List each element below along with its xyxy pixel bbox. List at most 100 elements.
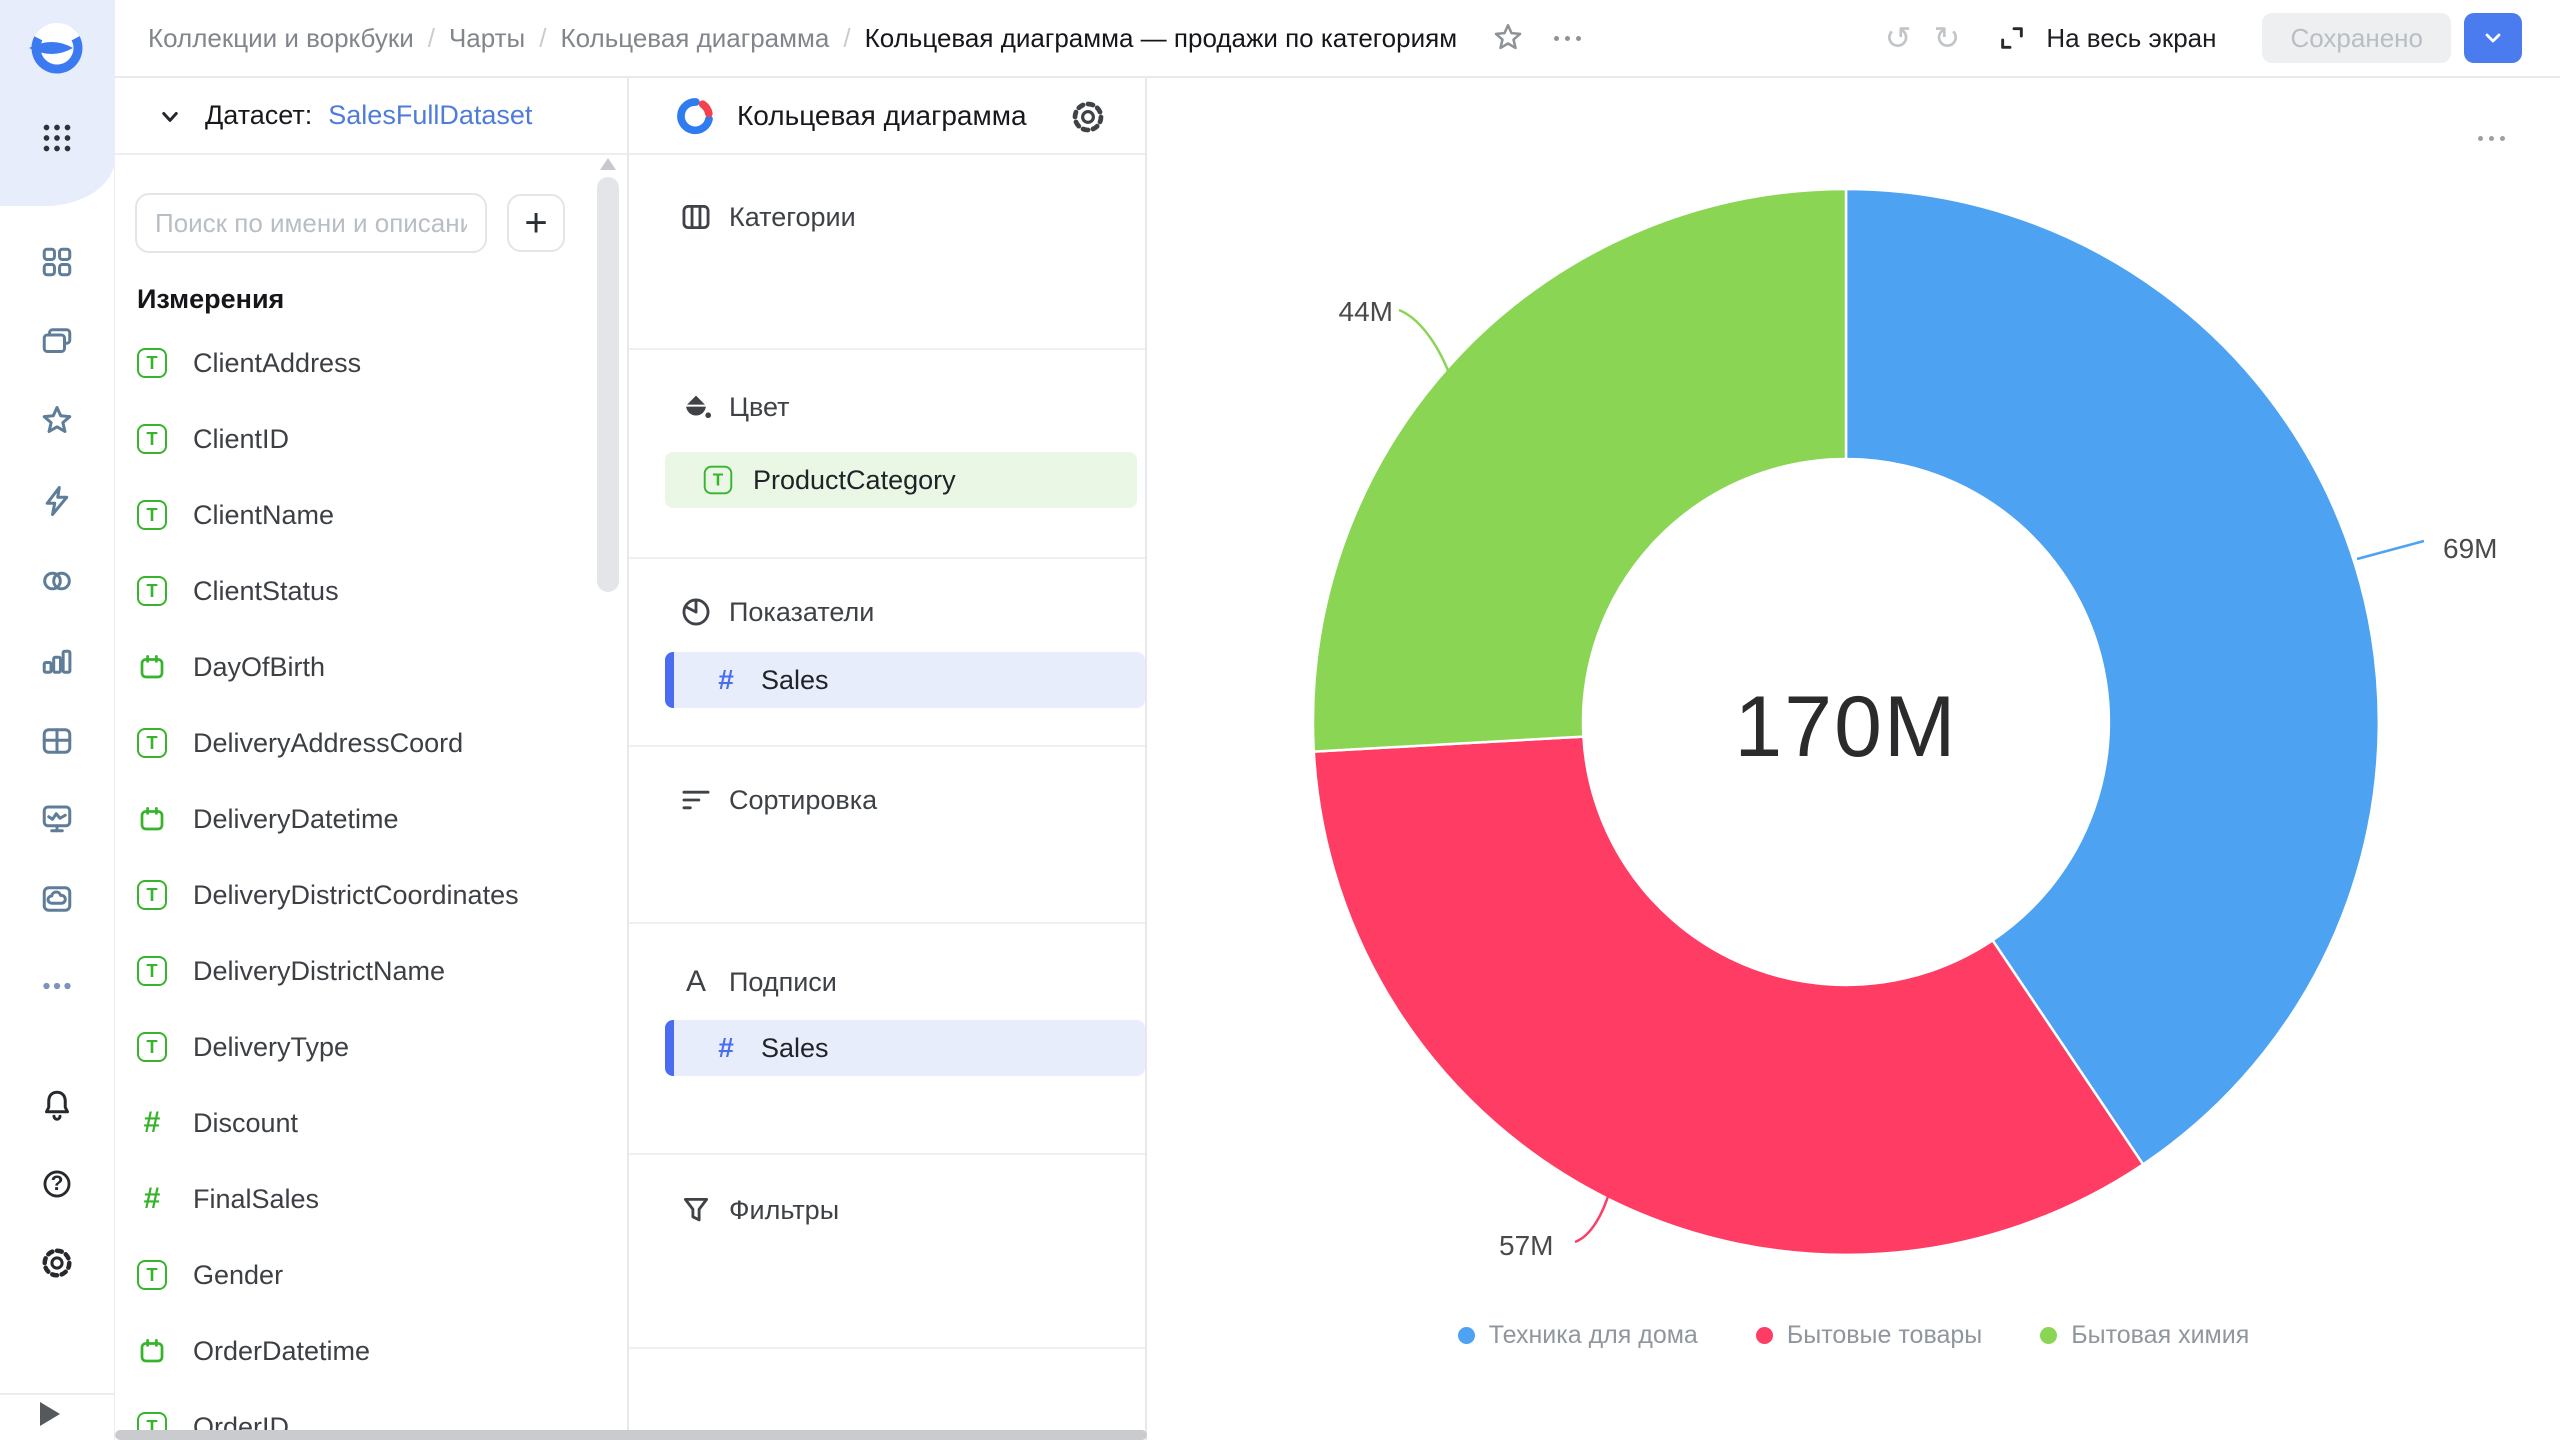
chart-settings-gear-icon[interactable] bbox=[1069, 98, 1107, 136]
legend-item-bytovaya-khimiya[interactable]: Бытовая химия bbox=[2040, 1321, 2249, 1350]
legend-dot bbox=[2040, 1327, 2057, 1344]
pie-chart-icon bbox=[679, 595, 713, 629]
search-input[interactable] bbox=[135, 193, 487, 253]
field-item-discount[interactable]: # Discount bbox=[115, 1085, 595, 1161]
field-item-deliverytype[interactable]: T DeliveryType bbox=[115, 1009, 595, 1085]
legend-item-tekhnika-dlya-doma[interactable]: Техника для дома bbox=[1458, 1321, 1698, 1350]
field-item-clientstatus[interactable]: T ClientStatus bbox=[115, 553, 595, 629]
expand-sidebar-icon[interactable] bbox=[40, 1402, 60, 1426]
settings-gear-icon[interactable] bbox=[39, 1245, 75, 1281]
section-categories[interactable]: Категории bbox=[679, 200, 856, 234]
sidebar-item-favorites-icon[interactable] bbox=[39, 403, 75, 439]
sidebar-item-collections-icon[interactable] bbox=[39, 323, 75, 359]
slice-bytovaya-khimiya[interactable] bbox=[1313, 189, 1846, 752]
dimensions-section-title: Измерения bbox=[137, 284, 284, 315]
favorite-star-icon[interactable] bbox=[1491, 21, 1525, 55]
sidebar-item-more-icon[interactable] bbox=[39, 968, 75, 1004]
number-field-icon: # bbox=[137, 1106, 167, 1140]
section-measures[interactable]: Показатели bbox=[679, 595, 874, 629]
field-name: DeliveryType bbox=[193, 1032, 349, 1063]
sidebar-item-dashboards-icon[interactable] bbox=[39, 244, 75, 280]
field-name: OrderDatetime bbox=[193, 1336, 370, 1367]
sidebar-item-datasets-icon[interactable] bbox=[39, 563, 75, 599]
section-labels[interactable]: A Подписи bbox=[679, 965, 837, 999]
dataset-header[interactable]: Датасет: SalesFullDataset bbox=[115, 78, 627, 155]
redo-icon[interactable]: ↻ bbox=[1934, 22, 1961, 54]
field-item-clientname[interactable]: T ClientName bbox=[115, 477, 595, 553]
slice-bytovye-tovary[interactable] bbox=[1314, 737, 2143, 1255]
legend-dot bbox=[1756, 1327, 1773, 1344]
text-field-icon: T bbox=[137, 576, 167, 606]
legend-dot bbox=[1458, 1327, 1475, 1344]
help-icon[interactable]: ? bbox=[40, 1167, 74, 1201]
notifications-bell-icon[interactable] bbox=[39, 1087, 75, 1123]
number-field-icon: # bbox=[711, 664, 741, 696]
field-item-orderdatetime[interactable]: OrderDatetime bbox=[115, 1313, 595, 1389]
field-item-finalsales[interactable]: # FinalSales bbox=[115, 1161, 595, 1237]
section-label: Цвет bbox=[729, 392, 790, 423]
field-item-clientaddress[interactable]: T ClientAddress bbox=[115, 325, 595, 401]
saved-button[interactable]: Сохранено bbox=[2262, 13, 2451, 63]
breadcrumb: Коллекции и воркбуки / Чарты / Кольцевая… bbox=[148, 23, 1457, 54]
breadcrumb-separator: / bbox=[843, 23, 850, 54]
field-item-dayofbirth[interactable]: DayOfBirth bbox=[115, 629, 595, 705]
horizontal-scrollbar[interactable] bbox=[115, 1430, 1147, 1440]
section-divider bbox=[629, 1347, 1145, 1349]
dataset-name-link[interactable]: SalesFullDataset bbox=[328, 100, 532, 131]
date-field-icon bbox=[137, 804, 167, 834]
breadcrumb-collections[interactable]: Коллекции и воркбуки bbox=[148, 23, 414, 54]
page-title: Кольцевая диаграмма — продажи по категор… bbox=[865, 23, 1458, 54]
section-sorting[interactable]: Сортировка bbox=[679, 783, 877, 817]
text-field-icon: T bbox=[137, 424, 167, 454]
topbar-actions: ↺ ↻ На весь экран Сохранено bbox=[1885, 13, 2560, 63]
field-item-deliverydistrictname[interactable]: T DeliveryDistrictName bbox=[115, 933, 595, 1009]
text-field-icon: T bbox=[137, 500, 167, 530]
section-divider bbox=[629, 557, 1145, 559]
fullscreen-label[interactable]: На весь экран bbox=[2046, 23, 2216, 54]
field-item-deliveryaddresscoord[interactable]: T DeliveryAddressCoord bbox=[115, 705, 595, 781]
more-actions-icon[interactable] bbox=[1551, 36, 1584, 41]
section-color[interactable]: Цвет bbox=[679, 390, 790, 424]
chevron-down-icon bbox=[155, 101, 185, 131]
chip-accent-bar bbox=[665, 652, 674, 708]
label-chip-sales[interactable]: # Sales bbox=[665, 1020, 1145, 1076]
breadcrumb-charts[interactable]: Чарты bbox=[449, 23, 525, 54]
section-filters[interactable]: Фильтры bbox=[679, 1193, 839, 1227]
section-divider bbox=[629, 1153, 1145, 1155]
field-item-clientid[interactable]: T ClientID bbox=[115, 401, 595, 477]
field-name: Discount bbox=[193, 1108, 298, 1139]
field-item-gender[interactable]: T Gender bbox=[115, 1237, 595, 1313]
chart-menu-icon[interactable] bbox=[2475, 136, 2508, 141]
breadcrumb-separator: / bbox=[539, 23, 546, 54]
sidebar-item-tables-icon[interactable] bbox=[39, 723, 75, 759]
data-label-bytovaya-khimiya: 44M bbox=[1297, 296, 1393, 328]
chart-type-header: Кольцевая диаграмма bbox=[629, 78, 1145, 155]
chart-config-panel: Кольцевая диаграмма Категории Цвет bbox=[629, 78, 1147, 1440]
section-label: Подписи bbox=[729, 967, 837, 998]
add-field-button[interactable]: + bbox=[507, 194, 565, 252]
field-item-deliverydatetime[interactable]: DeliveryDatetime bbox=[115, 781, 595, 857]
sidebar-item-storage-icon[interactable] bbox=[39, 881, 75, 917]
save-dropdown-button[interactable] bbox=[2464, 13, 2522, 63]
undo-icon[interactable]: ↺ bbox=[1885, 22, 1912, 54]
field-item-deliverydistrictcoordinates[interactable]: T DeliveryDistrictCoordinates bbox=[115, 857, 595, 933]
breadcrumb-separator: / bbox=[428, 23, 435, 54]
measure-chip-sales[interactable]: # Sales bbox=[665, 652, 1145, 708]
sidebar-item-connections-icon[interactable] bbox=[39, 483, 75, 519]
data-label-tekhnika-dlya-doma: 69M bbox=[2443, 533, 2497, 565]
sidebar-item-charts-icon[interactable] bbox=[39, 643, 75, 679]
text-field-icon: T bbox=[137, 1032, 167, 1062]
breadcrumb-donut-chart[interactable]: Кольцевая диаграмма bbox=[560, 23, 829, 54]
color-chip-productcategory[interactable]: T ProductCategory bbox=[665, 452, 1137, 508]
datalens-logo[interactable] bbox=[22, 18, 92, 78]
sidebar-item-monitoring-icon[interactable] bbox=[39, 801, 75, 837]
apps-grid-icon[interactable] bbox=[39, 120, 75, 156]
legend-item-bytovye-tovary[interactable]: Бытовые товары bbox=[1756, 1321, 1982, 1350]
text-field-icon: T bbox=[137, 348, 167, 378]
scroll-up-arrow[interactable] bbox=[600, 158, 616, 170]
dataset-panel: Датасет: SalesFullDataset + Измерения T … bbox=[115, 78, 629, 1440]
legend-label: Техника для дома bbox=[1489, 1321, 1698, 1350]
fullscreen-icon[interactable] bbox=[1996, 22, 2028, 54]
vertical-scrollbar[interactable] bbox=[597, 177, 619, 592]
rail-divider bbox=[0, 1393, 114, 1395]
